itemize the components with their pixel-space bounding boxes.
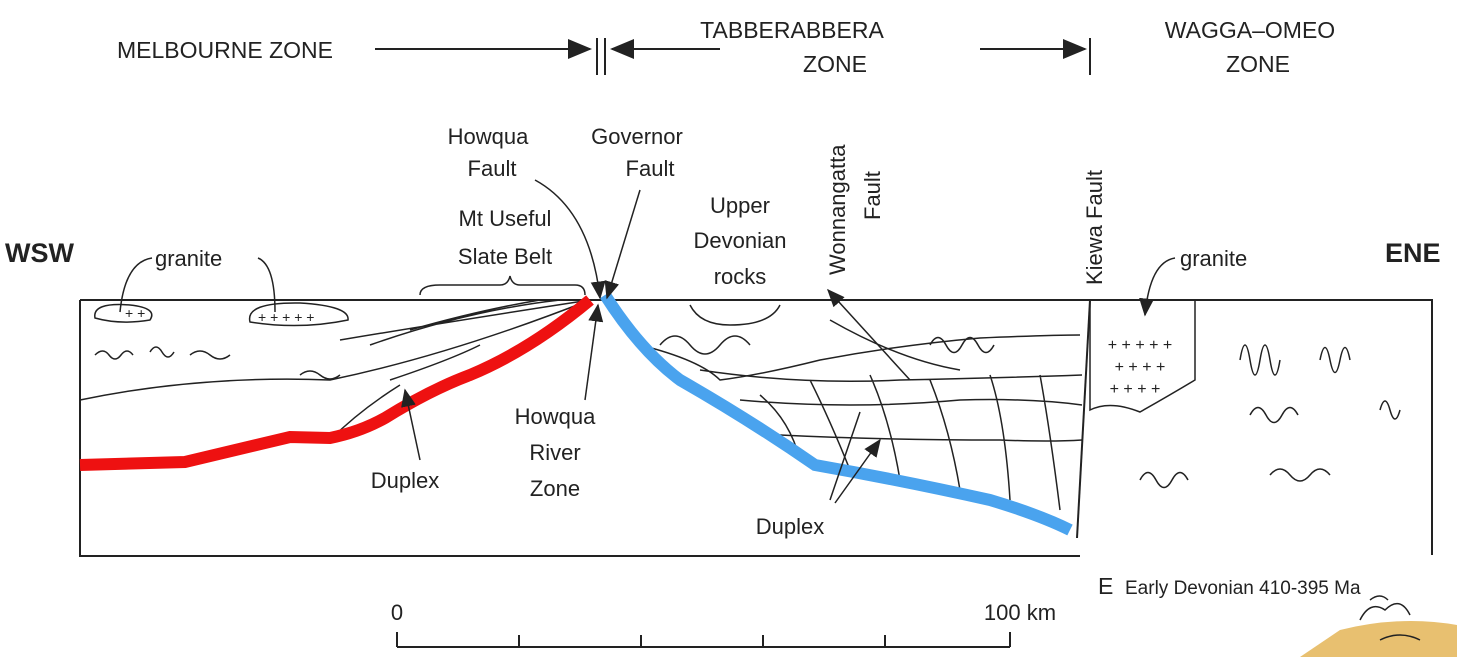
cross-section: MELBOURNE ZONE TABBERABBERA ZONE WAGGA–O… <box>0 0 1457 657</box>
feature-label: granite <box>155 246 222 271</box>
brace <box>420 276 585 295</box>
feature-label: granite <box>1180 246 1247 271</box>
feature-label: rocks <box>714 264 767 289</box>
zone-label: ZONE <box>803 51 867 77</box>
feature-label: Slate Belt <box>458 244 552 269</box>
devonian-basin <box>690 305 780 325</box>
leader <box>535 180 600 298</box>
leader <box>830 412 880 503</box>
scale-bar <box>397 632 1010 647</box>
scale-label: 0 <box>391 600 403 625</box>
feature-label: Duplex <box>371 468 439 493</box>
inset-sketch <box>1300 621 1457 657</box>
direction-label: WSW <box>5 238 74 268</box>
folds <box>95 336 1400 488</box>
feature-label: Upper <box>710 193 770 218</box>
granite-symbol: + + <box>125 305 145 321</box>
granite-symbol: + + + + + <box>1108 337 1173 354</box>
fault-label: Fault <box>626 156 675 181</box>
fault-label: Kiewa Fault <box>1082 170 1107 285</box>
caption-letter: E <box>1098 573 1113 599</box>
zone-label: ZONE <box>1226 51 1290 77</box>
scale-label: 100 km <box>984 600 1056 625</box>
feature-label: Howqua <box>515 404 596 429</box>
feature-label: Mt Useful <box>459 206 552 231</box>
feature-label: Duplex <box>756 514 824 539</box>
leader <box>607 190 640 298</box>
zone-label: TABBERABBERA <box>700 17 884 43</box>
caption-text: Early Devonian 410-395 Ma <box>1125 578 1361 599</box>
feature-label: Zone <box>530 476 580 501</box>
granite-symbol: + + + + <box>1110 381 1161 398</box>
fault-label: Fault <box>860 171 885 220</box>
granite-symbol: + + + + <box>1115 359 1166 376</box>
feature-label: River <box>529 440 580 465</box>
feature-label: Devonian <box>694 228 787 253</box>
leader <box>1145 258 1175 315</box>
zone-label: MELBOURNE ZONE <box>117 37 333 63</box>
fault-label: Governor <box>591 124 683 149</box>
howqua-fault-trace <box>80 300 590 465</box>
fault-label: Howqua <box>448 124 529 149</box>
zone-label: WAGGA–OMEO <box>1165 17 1335 43</box>
direction-label: ENE <box>1385 238 1441 268</box>
leader <box>828 290 910 380</box>
leader <box>585 305 598 400</box>
fault-label: Fault <box>468 156 517 181</box>
fault-label: Wonnangatta <box>825 144 850 275</box>
granite-symbol: + + + + + <box>258 309 314 325</box>
